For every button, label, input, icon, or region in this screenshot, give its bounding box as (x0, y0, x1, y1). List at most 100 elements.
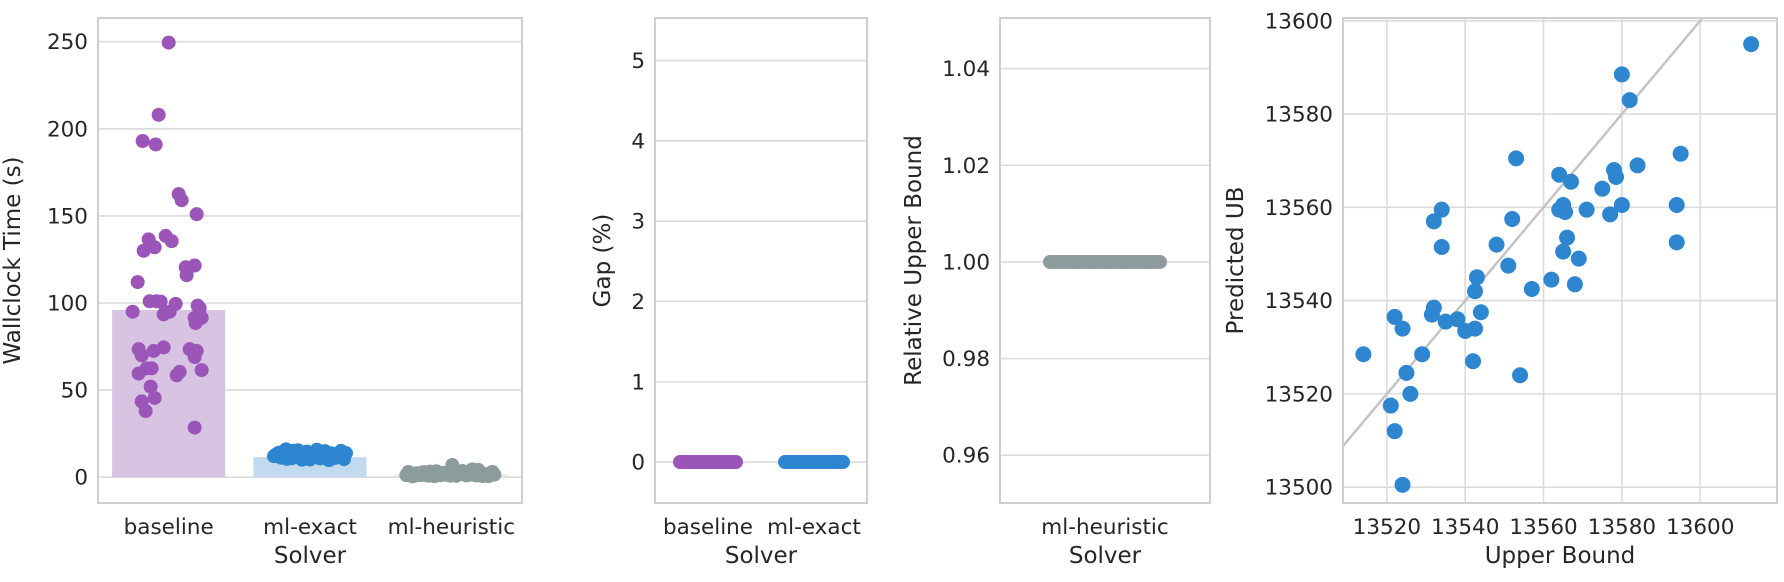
strip-point-ml-exact (779, 455, 793, 470)
scatter-point (1629, 157, 1646, 174)
y-axis-label: Gap (%) (590, 214, 616, 308)
strip-point-ml-exact (327, 450, 341, 465)
scatter-point (1468, 269, 1485, 286)
y-tick-label: 1.00 (942, 250, 990, 275)
y-tick-label: 0 (631, 451, 645, 476)
strip-point-baseline (189, 207, 204, 222)
y-tick-label: 50 (61, 379, 88, 404)
y-tick-label: 1 (631, 370, 645, 395)
scatter-point (1488, 236, 1505, 253)
scatter-point (1523, 280, 1540, 297)
strip-point-baseline (151, 107, 166, 122)
bar-baseline (112, 309, 226, 478)
x-axis-label: Solver (274, 543, 347, 569)
strip-point-ml-heuristic (445, 458, 460, 473)
strip-point-baseline (134, 348, 149, 363)
scatter-point (1557, 204, 1574, 220)
scatter-point (1425, 213, 1442, 230)
scatter-point (1578, 201, 1595, 218)
x-axis-label: Solver (1069, 543, 1142, 569)
y-axis-label: Predicted UB (1223, 187, 1249, 335)
y-tick-label: 13520 (1265, 382, 1333, 407)
strip-point-baseline (164, 234, 179, 249)
x-axis-label: Solver (725, 543, 798, 569)
strip-point-ml-heuristic (485, 464, 500, 479)
y-tick-label: 1.04 (942, 57, 990, 82)
scatter-point (1423, 306, 1440, 323)
scatter-point (1355, 346, 1372, 363)
strip-point-baseline (194, 363, 209, 378)
scatter-point (1613, 197, 1630, 214)
x-tick-label: 13540 (1431, 515, 1499, 540)
y-tick-label: 0 (74, 466, 88, 491)
strip-point-baseline (728, 455, 742, 470)
plot-box-spines (1342, 17, 1778, 504)
panel-relative-upper-bound: 0.96 0.98 1.00 1.02 1.04 ml-heuristic Solver Re… (901, 17, 1211, 569)
strip-point-baseline (147, 390, 162, 405)
scatter-point (1433, 238, 1450, 255)
scatter-point (1743, 36, 1760, 53)
x-tick-label: 13520 (1353, 515, 1421, 540)
strip-point-ml-exact (339, 446, 353, 461)
strip-point-baseline (131, 366, 146, 381)
panel-wallclock-time: 0 50 100 150 200 250 baseline ml-exact ml-heuris… (0, 17, 523, 569)
y-tick-label: 1.02 (942, 154, 990, 179)
strip-point-baseline (187, 350, 202, 365)
strip-point-ml-heuristic (1153, 254, 1167, 269)
scatter-point (1555, 243, 1572, 260)
strip-point-baseline (179, 268, 194, 283)
strip-point-baseline (162, 304, 177, 319)
strip-point-baseline (125, 304, 140, 319)
scatter-point (1386, 423, 1403, 440)
plot-box-spines (97, 17, 523, 504)
strip-point-baseline (188, 316, 203, 331)
y-tick-label: 13560 (1265, 196, 1333, 221)
scatter-point (1472, 304, 1489, 321)
y-tick-label: 13600 (1265, 9, 1333, 34)
scatter-point (1449, 311, 1466, 328)
y-tick-label: 13500 (1265, 476, 1333, 501)
scatter-point (1672, 145, 1689, 162)
y-tick-label: 4 (631, 129, 645, 154)
x-tick-label: 13600 (1666, 515, 1734, 540)
strip-point-baseline (161, 35, 176, 50)
y-tick-label: 0.96 (942, 444, 990, 469)
scatter-point (1465, 353, 1482, 370)
y-axis-label: Relative Upper Bound (901, 135, 927, 386)
scatter-point (1500, 257, 1517, 274)
scatter-point (1414, 346, 1431, 363)
strip-point-baseline (169, 368, 184, 383)
strip-point-baseline (130, 275, 145, 290)
scatter-point (1394, 320, 1411, 337)
scatter-point (1566, 276, 1583, 293)
scatter-point (1668, 234, 1685, 251)
scatter-point (1457, 322, 1474, 339)
panel-gap-percent: 0 1 2 3 4 5 baseline ml-exact Solver Gap (%) (590, 17, 868, 569)
x-axis-label: Upper Bound (1485, 543, 1636, 569)
y-tick-label: 100 (47, 292, 88, 317)
scatter-point (1512, 367, 1529, 384)
scatter-point (1402, 385, 1419, 402)
strip-point-baseline (143, 379, 158, 394)
plot-box-spines (654, 17, 868, 504)
y-tick-label: 5 (631, 49, 645, 74)
scatter-point (1543, 271, 1560, 288)
y-tick-label: 13580 (1265, 103, 1333, 128)
scatter-point (1382, 397, 1399, 414)
y-tick-label: 13540 (1265, 289, 1333, 314)
scatter-point (1433, 201, 1450, 218)
strip-point-baseline (144, 361, 159, 376)
strip-point-baseline (174, 193, 189, 208)
strip-point-baseline (147, 240, 162, 255)
scatter-point (1613, 66, 1630, 83)
x-tick-label: ml-exact (263, 515, 357, 540)
scatter-point (1467, 283, 1484, 300)
x-tick-label: ml-heuristic (1041, 515, 1168, 540)
strip-point-baseline (153, 294, 168, 309)
x-tick-label: baseline (663, 515, 753, 540)
y-tick-label: 0.98 (942, 347, 990, 372)
panel-predicted-vs-upper-bound: 13500 13520 13540 13560 13580 13600 13520 13540… (1223, 9, 1778, 569)
strip-point-baseline (136, 243, 151, 258)
